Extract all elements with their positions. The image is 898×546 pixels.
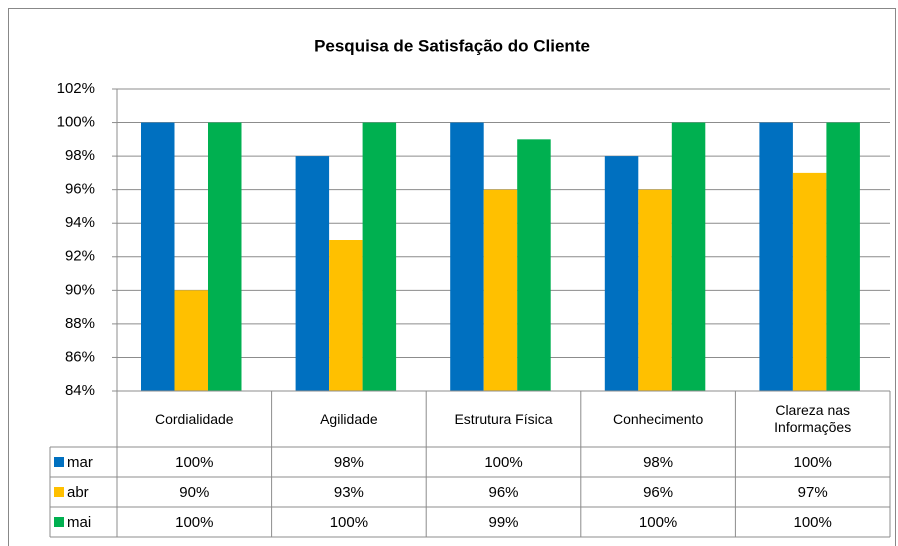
y-tick-label: 86%	[65, 348, 95, 365]
bar	[450, 122, 484, 392]
bar	[671, 122, 706, 392]
y-tick-label: 92%	[65, 248, 95, 265]
bar	[826, 122, 860, 392]
bar	[295, 156, 330, 391]
y-tick-label: 88%	[65, 315, 95, 332]
category-cell: Clareza nas Informações	[774, 402, 852, 435]
y-tick-label: 100%	[57, 114, 95, 131]
bar	[517, 139, 551, 391]
bar	[483, 189, 518, 391]
legend-label: mai	[67, 514, 91, 531]
bar	[759, 122, 793, 392]
table-value: 96%	[488, 484, 518, 501]
y-tick-label: 90%	[65, 281, 95, 298]
table-value: 97%	[798, 484, 828, 501]
y-tick-label: 94%	[65, 214, 95, 231]
table-value: 100%	[175, 454, 213, 471]
category-cell: Estrutura Física	[454, 410, 553, 427]
category-cell: Agilidade	[320, 410, 378, 427]
table-value: 90%	[179, 484, 209, 501]
y-tick-label: 84%	[65, 382, 95, 399]
x-tick-label: Clareza nas Informações	[774, 402, 852, 435]
table-value: 100%	[484, 454, 522, 471]
category-cell: Cordialidade	[154, 410, 234, 427]
x-tick-label: Conhecimento	[612, 410, 704, 427]
y-tick-label: 98%	[65, 147, 95, 164]
bar	[329, 240, 363, 391]
x-tick-label: Estrutura Física	[454, 410, 553, 427]
table-value: 93%	[334, 484, 364, 501]
legend-key	[54, 517, 64, 527]
y-tick-label: 102%	[57, 80, 95, 97]
table-value: 100%	[639, 514, 677, 531]
legend-key	[54, 487, 64, 497]
table-value: 100%	[175, 514, 213, 531]
category-cell: Conhecimento	[612, 410, 704, 427]
legend-label: abr	[67, 484, 89, 501]
bar	[174, 290, 208, 391]
legend-key	[54, 457, 64, 467]
chart-title: Pesquisa de Satisfação do Cliente	[314, 36, 590, 55]
legend-label: mar	[67, 454, 93, 471]
table-value: 98%	[334, 454, 364, 471]
y-tick-label: 96%	[65, 181, 95, 198]
table-value: 98%	[643, 454, 673, 471]
bar	[638, 189, 672, 391]
x-tick-label: Cordialidade	[154, 410, 234, 427]
bar	[208, 122, 242, 392]
table-value: 99%	[488, 514, 518, 531]
table-value: 96%	[643, 484, 673, 501]
bar	[604, 156, 639, 391]
table-value: 100%	[794, 514, 832, 531]
bar	[362, 122, 397, 392]
x-tick-label: Agilidade	[320, 410, 378, 427]
table-value: 100%	[330, 514, 368, 531]
bar	[141, 122, 175, 392]
bar	[792, 172, 827, 391]
table-value: 100%	[794, 454, 832, 471]
